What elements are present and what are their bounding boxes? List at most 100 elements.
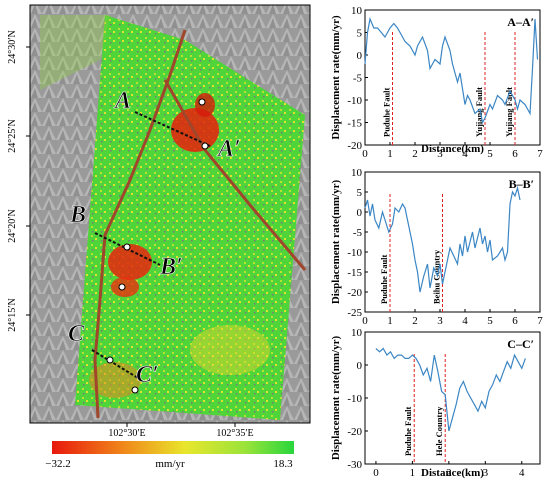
profile-line-c (91, 349, 139, 379)
plot-frame (364, 9, 541, 146)
y-tick-label: 10 (351, 167, 363, 179)
subsidence-zone-a2 (195, 93, 215, 117)
series-line (375, 347, 526, 432)
fault-marker-label: Beihu Country (432, 249, 442, 304)
x-tick-label: 0 (362, 148, 368, 160)
y-tick-label: -15 (347, 267, 362, 279)
colorbar-gradient (52, 441, 294, 454)
x-tick-label: 6 (512, 148, 518, 160)
x-tick-label: 7 (537, 148, 543, 160)
x-tick-label: 2 (446, 467, 452, 479)
plot-frame (364, 171, 541, 313)
fault-marker-label: Puduhe Fault (403, 406, 413, 456)
x-axis-label: Distance(km) (421, 143, 484, 155)
x-tick-label: 4 (462, 315, 468, 327)
y-tick-label: -20 (347, 426, 362, 438)
subsidence-zone-b (108, 244, 152, 280)
lat-label: 24°30′N (7, 30, 18, 63)
x-tick-label: 3 (483, 467, 489, 479)
x-tick-label: 5 (487, 148, 493, 160)
y-axis-label: Displacement rate(mm/yr) (330, 15, 342, 140)
y-tick-label: -5 (353, 73, 363, 85)
profile-label-c-prime: C′ (136, 362, 159, 388)
x-axis-label: Distance(km) (421, 467, 484, 479)
x-tick-label: 3 (437, 315, 443, 327)
y-tick-label: 0 (357, 50, 363, 62)
lat-label: 24°20′N (7, 209, 18, 242)
x-tick-label: 2 (412, 148, 418, 160)
colorbar-min-label: −32.2 (45, 458, 70, 470)
site-marker (106, 356, 114, 364)
chart-title: A–A′ (507, 15, 534, 29)
colorbar-max-label: 18.3 (273, 458, 293, 470)
x-tick-label: 1 (410, 467, 416, 479)
y-tick-label: 10 (351, 327, 363, 339)
y-tick-label: -10 (347, 393, 362, 405)
profile-chart-c: 10 0 -10 -20 -30 0 1 2 3 4 Puduhe Fault Hele Countr… (330, 327, 541, 479)
x-tick-label: 3 (437, 148, 443, 160)
profile-label-b-prime: B′ (159, 254, 183, 280)
y-tick-label: 5 (357, 28, 363, 40)
profile-line-a (134, 111, 211, 147)
y-axis-label: Displacement rate(mm/yr) (330, 336, 342, 461)
site-marker (198, 98, 206, 106)
lon-label: 102°30′E (108, 428, 145, 439)
x-tick-label: 0 (362, 315, 368, 327)
y-tick-label: -15 (347, 118, 362, 130)
y-tick-label: 10 (351, 5, 363, 17)
chart-title: C–C′ (507, 337, 534, 351)
map-frame (29, 4, 311, 424)
y-tick-label: -20 (347, 140, 362, 152)
series-line (364, 185, 521, 293)
profile-label-b: B (69, 202, 86, 228)
x-tick-label: 4 (519, 467, 525, 479)
deformation-overlay (75, 15, 305, 420)
fault-marker-label: Puduhe Fault (379, 254, 389, 304)
overlay-fragment (40, 15, 110, 90)
fault-marker-label: Hele Country (434, 406, 444, 456)
latitude-ticks (26, 46, 236, 427)
mixed-zone (190, 325, 270, 375)
x-tick-label: 4 (462, 148, 468, 160)
y-tick-label: -10 (347, 247, 362, 259)
fault-marker-label: Yujiang Fault (474, 87, 484, 137)
x-tick-label: 5 (487, 315, 493, 327)
fault-line-2 (163, 79, 307, 271)
lon-label: 102°35′E (216, 428, 253, 439)
fault-marker-label: Yujiang Fault (504, 87, 514, 137)
lat-label: 24°15′N (7, 298, 18, 331)
y-tick-label: -5 (353, 227, 363, 239)
x-tick-label: 2 (412, 315, 418, 327)
x-tick-label: 1 (387, 315, 393, 327)
fault-marker-label: Puduhe Fault (382, 87, 392, 137)
colorbar: −32.2 mm/yr 18.3 (45, 441, 294, 470)
y-tick-label: -10 (347, 95, 362, 107)
y-tick-label: 0 (357, 207, 363, 219)
x-tick-label: 1 (387, 148, 393, 160)
x-tick-label: 6 (512, 315, 518, 327)
y-axis-label: Displacement rate(mm/yr) (330, 180, 342, 305)
profile-label-a: A (113, 88, 131, 114)
x-tick-label: 7 (537, 315, 543, 327)
series-line (364, 16, 539, 125)
site-marker (201, 142, 209, 150)
colorbar-unit-label: mm/yr (155, 458, 185, 470)
y-tick-label: 5 (357, 187, 363, 199)
profile-label-c: C (68, 321, 85, 347)
x-tick-label: 0 (373, 467, 379, 479)
profile-label-a-prime: A′ (216, 136, 241, 162)
plot-frame (364, 331, 541, 465)
site-marker (118, 283, 126, 291)
site-marker (123, 243, 131, 251)
chart-title: B–B′ (509, 177, 534, 191)
y-tick-label: 0 (357, 360, 363, 372)
y-tick-label: -30 (347, 459, 362, 471)
lat-label: 24°25′N (7, 119, 18, 152)
map-panel: A A′ B B′ C C′ 24°30′N 24°25′N 24°20′N 2… (7, 4, 311, 470)
y-tick-label: -25 (347, 307, 362, 319)
y-tick-label: -20 (347, 287, 362, 299)
site-marker (131, 386, 139, 394)
